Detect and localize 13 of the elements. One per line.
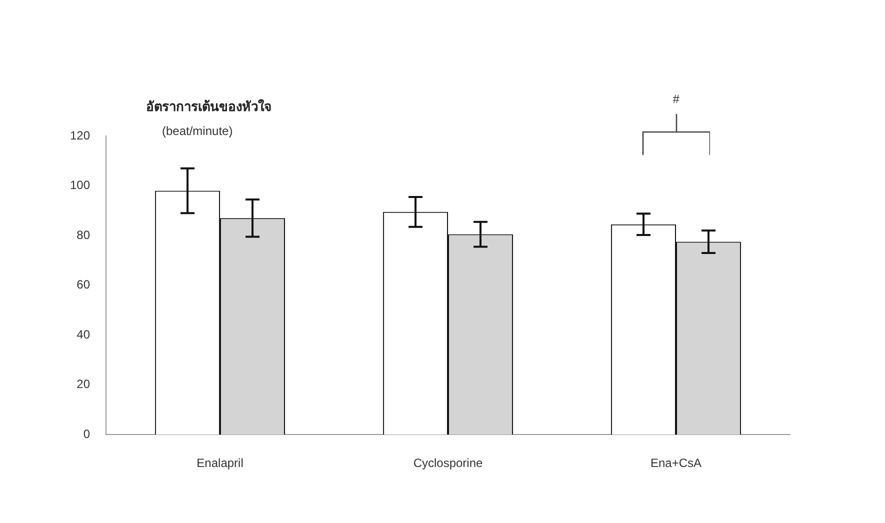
x-tick-label: Enalapril <box>196 456 244 470</box>
y-tick-label: 80 <box>76 228 90 242</box>
y-tick-label: 20 <box>76 377 90 392</box>
y-tick-label: 40 <box>76 327 90 342</box>
y-tick-label: 0 <box>83 426 90 441</box>
x-tick-label: Cyclosporine <box>413 456 484 470</box>
y-tick-label: 120 <box>70 128 90 142</box>
y-tick-label: 100 <box>70 178 90 192</box>
x-tick-label: Ena+CsA <box>650 456 702 470</box>
y-tick-label: 60 <box>76 278 90 292</box>
y-axis-title: (beat/minute) <box>162 124 233 138</box>
text: # <box>672 92 680 106</box>
chart-title: อัตราการเต้นของหัวใจ <box>146 98 272 117</box>
